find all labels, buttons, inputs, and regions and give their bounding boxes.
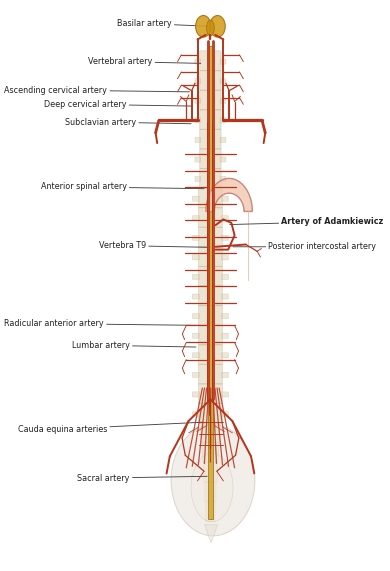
FancyBboxPatch shape xyxy=(222,275,229,280)
FancyBboxPatch shape xyxy=(222,235,229,240)
FancyBboxPatch shape xyxy=(199,364,222,384)
FancyBboxPatch shape xyxy=(192,313,199,319)
FancyBboxPatch shape xyxy=(199,266,222,286)
FancyBboxPatch shape xyxy=(204,462,217,482)
Polygon shape xyxy=(206,178,252,211)
FancyBboxPatch shape xyxy=(199,227,222,247)
Ellipse shape xyxy=(171,425,255,536)
FancyBboxPatch shape xyxy=(199,403,222,424)
FancyBboxPatch shape xyxy=(192,196,199,201)
Text: Deep cervical artery: Deep cervical artery xyxy=(44,100,193,109)
Text: Posterior intercostal artery: Posterior intercostal artery xyxy=(233,242,376,251)
FancyBboxPatch shape xyxy=(220,157,226,162)
FancyBboxPatch shape xyxy=(192,333,199,338)
FancyBboxPatch shape xyxy=(222,372,229,377)
FancyBboxPatch shape xyxy=(199,305,222,325)
FancyBboxPatch shape xyxy=(195,98,201,103)
Ellipse shape xyxy=(210,15,225,37)
Text: Ascending cervical artery: Ascending cervical artery xyxy=(4,86,190,95)
FancyBboxPatch shape xyxy=(220,98,226,103)
FancyBboxPatch shape xyxy=(222,196,229,201)
FancyBboxPatch shape xyxy=(200,168,221,188)
FancyBboxPatch shape xyxy=(202,443,219,463)
FancyBboxPatch shape xyxy=(195,79,201,84)
FancyBboxPatch shape xyxy=(206,501,215,521)
FancyBboxPatch shape xyxy=(199,384,222,404)
FancyBboxPatch shape xyxy=(192,294,199,299)
FancyBboxPatch shape xyxy=(195,176,201,182)
FancyBboxPatch shape xyxy=(222,412,229,417)
FancyBboxPatch shape xyxy=(192,412,199,417)
FancyBboxPatch shape xyxy=(201,423,220,443)
FancyBboxPatch shape xyxy=(195,118,201,123)
FancyBboxPatch shape xyxy=(220,176,226,182)
Text: Artery of Adamkiewicz: Artery of Adamkiewicz xyxy=(230,217,384,226)
Text: Vertebral artery: Vertebral artery xyxy=(88,57,201,66)
FancyBboxPatch shape xyxy=(220,79,226,84)
FancyBboxPatch shape xyxy=(222,353,229,358)
FancyBboxPatch shape xyxy=(195,157,201,162)
Text: Lumbar artery: Lumbar artery xyxy=(72,341,196,350)
FancyBboxPatch shape xyxy=(220,59,226,64)
FancyBboxPatch shape xyxy=(192,255,199,260)
FancyBboxPatch shape xyxy=(195,59,201,64)
Polygon shape xyxy=(205,525,218,543)
Text: Cauda equina arteries: Cauda equina arteries xyxy=(18,422,202,433)
FancyBboxPatch shape xyxy=(222,333,229,338)
Bar xyxy=(208,46,213,519)
Text: Sacral artery: Sacral artery xyxy=(78,473,207,482)
FancyBboxPatch shape xyxy=(192,275,199,280)
Text: Subclavian artery: Subclavian artery xyxy=(65,118,191,127)
FancyBboxPatch shape xyxy=(199,188,222,208)
Text: Radicular anterior artery: Radicular anterior artery xyxy=(4,319,200,328)
Ellipse shape xyxy=(196,15,211,37)
FancyBboxPatch shape xyxy=(199,207,222,228)
FancyBboxPatch shape xyxy=(192,235,199,240)
FancyBboxPatch shape xyxy=(205,481,216,502)
FancyBboxPatch shape xyxy=(192,372,199,377)
FancyBboxPatch shape xyxy=(222,294,229,299)
FancyBboxPatch shape xyxy=(199,286,222,306)
FancyBboxPatch shape xyxy=(200,148,221,169)
FancyBboxPatch shape xyxy=(199,247,222,267)
FancyBboxPatch shape xyxy=(200,90,221,110)
Text: Basilar artery: Basilar artery xyxy=(117,19,211,28)
FancyBboxPatch shape xyxy=(200,70,221,91)
Text: Anterior spinal artery: Anterior spinal artery xyxy=(41,183,204,191)
FancyBboxPatch shape xyxy=(222,392,229,397)
FancyBboxPatch shape xyxy=(222,216,229,221)
FancyBboxPatch shape xyxy=(200,129,221,149)
Ellipse shape xyxy=(191,453,233,522)
FancyBboxPatch shape xyxy=(192,353,199,358)
FancyBboxPatch shape xyxy=(200,51,221,71)
FancyBboxPatch shape xyxy=(199,344,222,365)
FancyBboxPatch shape xyxy=(222,313,229,319)
FancyBboxPatch shape xyxy=(195,138,201,143)
FancyBboxPatch shape xyxy=(220,138,226,143)
FancyBboxPatch shape xyxy=(192,392,199,397)
FancyBboxPatch shape xyxy=(222,255,229,260)
FancyBboxPatch shape xyxy=(200,110,221,130)
FancyBboxPatch shape xyxy=(199,325,222,345)
Ellipse shape xyxy=(207,20,214,36)
FancyBboxPatch shape xyxy=(192,216,199,221)
Text: Vertebra T9: Vertebra T9 xyxy=(99,241,209,250)
FancyBboxPatch shape xyxy=(220,118,226,123)
